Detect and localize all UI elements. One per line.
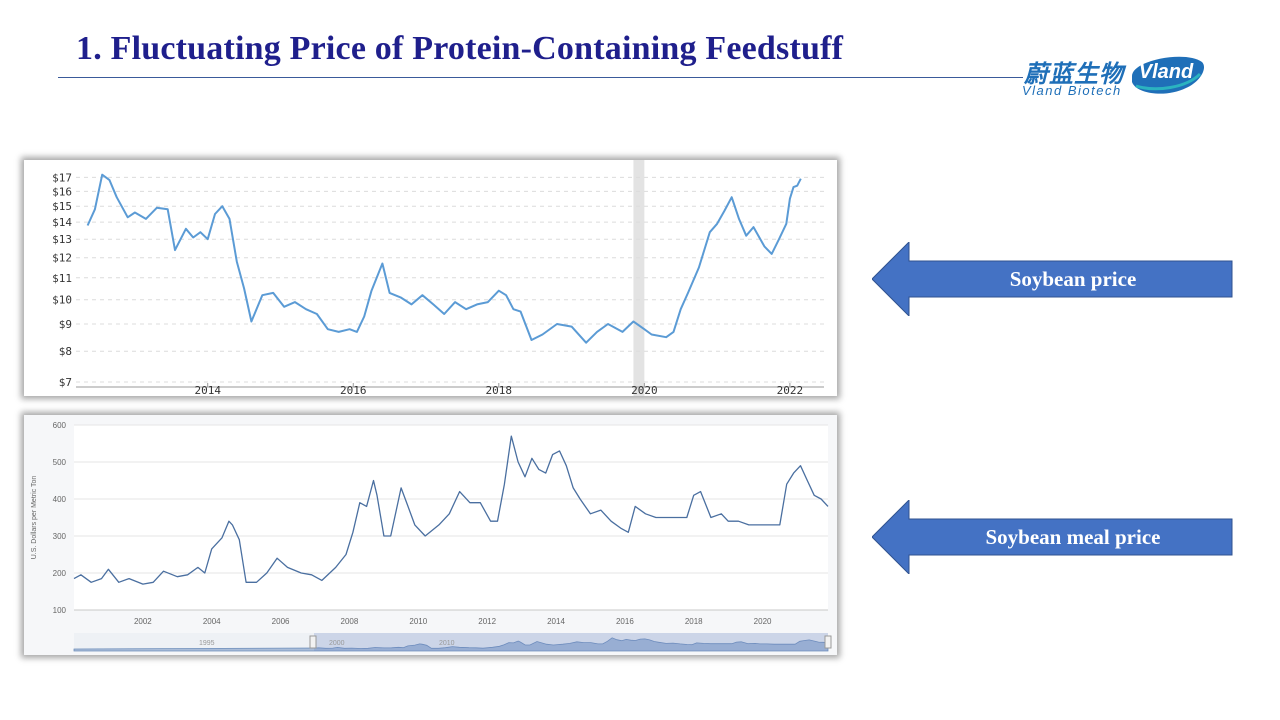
soybean-price-svg: $7 $8 $9 $10 $11 $12 $13 $14 $15 $16$17 2014 2016 20…	[52, 160, 824, 396]
y-tick-label: $7	[59, 376, 72, 389]
y-tick-label: 400	[53, 495, 67, 504]
x-tick-label: 2016	[340, 384, 367, 396]
y-tick-label: $8	[59, 345, 72, 358]
logo-swoosh-icon	[1132, 56, 1205, 94]
x-tick-label: 2006	[272, 617, 290, 626]
soybean-meal-price-label: Soybean meal price	[985, 525, 1161, 549]
soybean-price-label: Soybean price	[1009, 267, 1137, 291]
soybean-meal-price-chart: 100 200 300 400 500 600 U.S. Dollars per Metri…	[24, 415, 837, 655]
y-tick-label: 500	[53, 458, 67, 467]
x-tick-label: 2004	[203, 617, 221, 626]
soybean-price-series-line	[86, 173, 802, 344]
y-tick-label: 300	[53, 532, 67, 541]
x-tick-label: 2014	[194, 384, 221, 396]
navigator-year-label: 2000	[329, 640, 345, 647]
y-tick-label: $12	[52, 252, 72, 265]
x-tick-label: 2016	[616, 617, 634, 626]
x-tick-label: 2020	[754, 617, 772, 626]
navigator-selection	[314, 633, 828, 651]
logo-badge: Vland	[1126, 52, 1206, 96]
y-tick-label: $13	[52, 233, 72, 246]
soybean-price-chart: $7 $8 $9 $10 $11 $12 $13 $14 $15 $16 $17 2014 2016 20…	[24, 160, 837, 396]
slide-title: 1. Fluctuating Price of Protein-Containi…	[76, 30, 844, 67]
y-tick-label: 200	[53, 569, 67, 578]
y-axis-label: U.S. Dollars per Metric Ton	[31, 476, 38, 560]
title-divider	[58, 77, 1023, 78]
logo-chinese-text: 蔚蓝生物	[1024, 60, 1124, 88]
x-tick-label: 2018	[486, 384, 513, 396]
soybean-meal-price-arrow: Soybean meal price	[872, 500, 1234, 574]
left-arrow-icon	[872, 500, 1233, 574]
x-tick-label: 2012	[478, 617, 496, 626]
y-tick-label: $16	[52, 185, 72, 198]
y-tick-label: $9	[59, 318, 72, 331]
plot-area	[74, 425, 828, 610]
x-tick-label: 2010	[409, 617, 427, 626]
navigator-area	[73, 637, 829, 652]
logo-english-text: Vland Biotech	[1022, 83, 1122, 98]
y-tick-label: $14	[52, 216, 72, 229]
company-logo: 蔚蓝生物 Vland Biotech Vland	[1020, 52, 1210, 102]
y-tick-label: $11	[52, 272, 72, 285]
x-tick-label: 2018	[685, 617, 703, 626]
navigator-left-handle	[309, 635, 317, 649]
y-tick-label: $17	[52, 171, 72, 184]
y-tick-label: 600	[53, 421, 67, 430]
x-tick-label: 2008	[341, 617, 359, 626]
navigator-year-label: 2010	[439, 640, 455, 647]
y-tick-label: $10	[52, 294, 72, 307]
soybean-meal-price-series-line	[73, 435, 829, 585]
x-tick-label: 2002	[134, 617, 152, 626]
soybean-meal-price-svg: 100 200 300 400 500 600 U.S. Dollars per Metri…	[31, 421, 832, 652]
navigator-year-label: 1995	[199, 640, 215, 647]
navigator-right-handle	[824, 635, 832, 649]
logo-badge-text: Vland	[1138, 61, 1194, 83]
x-tick-label: 2014	[547, 617, 565, 626]
x-tick-label: 2022	[777, 384, 804, 396]
soybean-price-arrow: Soybean price	[872, 242, 1234, 316]
x-tick-label: 2020	[631, 384, 658, 396]
y-tick-label: $15	[52, 200, 72, 213]
y-tick-label: 100	[53, 606, 67, 615]
left-arrow-icon	[872, 242, 1233, 316]
